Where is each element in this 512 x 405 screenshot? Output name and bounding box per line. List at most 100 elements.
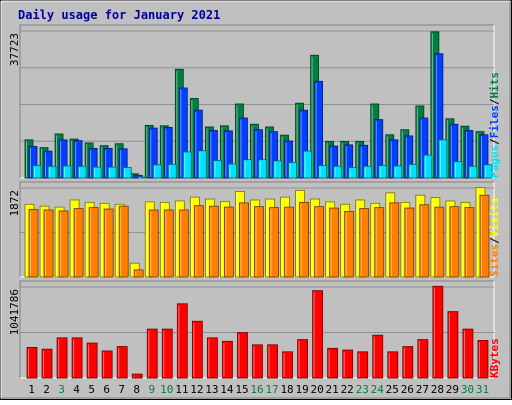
- day-label-10: 10: [160, 383, 173, 396]
- bar-sites-day-22: [344, 210, 355, 278]
- bar-sites-day-11: [178, 209, 189, 278]
- bar-kbytes-day-10: [161, 328, 173, 379]
- day-label-18: 18: [280, 383, 293, 396]
- bar-pages-day-27: [423, 154, 433, 179]
- bar-pages-day-1: [32, 165, 42, 179]
- bar-sites-day-8: [133, 269, 144, 278]
- day-label-30: 30: [461, 383, 474, 396]
- bar-pages-day-9: [152, 164, 162, 179]
- bar-sites-day-15: [239, 202, 249, 278]
- bar-kbytes-day-21: [327, 347, 339, 379]
- day-label-20: 20: [311, 383, 324, 396]
- bar-sites-day-16: [254, 206, 264, 278]
- bar-pages-day-14: [228, 163, 237, 179]
- legend-hits-files-pages: Pages/Files/Hits: [488, 72, 501, 178]
- bar-sites-day-30: [464, 207, 475, 278]
- bar-sites-day-17: [269, 207, 279, 278]
- bar-pages-day-11: [182, 151, 192, 179]
- day-label-13: 13: [205, 383, 218, 396]
- bar-pages-day-17: [273, 160, 282, 179]
- bar-sites-day-19: [299, 201, 309, 278]
- bar-sites-day-20: [314, 206, 325, 278]
- bar-pages-day-7: [122, 167, 132, 179]
- bar-pages-day-15: [243, 159, 252, 179]
- y-max-label: 1041786: [8, 289, 21, 335]
- bar-sites-day-1: [28, 209, 39, 278]
- bar-pages-day-20: [318, 165, 328, 179]
- legend-kbytes: KBytes: [488, 338, 501, 378]
- legend-sites: Sites: [488, 244, 501, 277]
- bar-pages-day-19: [303, 150, 312, 179]
- bar-kbytes-day-13: [206, 337, 218, 379]
- bar-kbytes-day-18: [282, 351, 293, 379]
- bar-sites-day-21: [329, 207, 340, 278]
- bar-sites-day-27: [419, 204, 430, 278]
- bar-pages-day-2: [47, 165, 57, 179]
- day-label-3: 3: [58, 383, 65, 396]
- y-max-label: 1872: [8, 190, 21, 217]
- bar-sites-day-12: [193, 205, 204, 278]
- day-label-11: 11: [175, 383, 188, 396]
- day-label-7: 7: [118, 383, 125, 396]
- bar-kbytes-day-9: [146, 328, 158, 379]
- bar-pages-day-4: [77, 165, 87, 179]
- day-label-14: 14: [220, 383, 234, 396]
- bar-pages-day-16: [258, 159, 267, 179]
- day-label-19: 19: [295, 383, 308, 396]
- bar-kbytes-day-27: [417, 339, 429, 379]
- day-label-9: 9: [148, 383, 155, 396]
- day-label-28: 28: [431, 383, 444, 396]
- bar-kbytes-day-11: [176, 303, 188, 379]
- legend-files: Files: [488, 105, 501, 138]
- bar-kbytes-day-6: [101, 350, 113, 379]
- day-label-16: 16: [250, 383, 263, 396]
- bar-kbytes-day-4: [71, 337, 83, 379]
- bar-pages-day-3: [62, 165, 72, 179]
- bar-kbytes-day-23: [357, 351, 369, 379]
- bar-kbytes-day-12: [191, 320, 203, 379]
- bar-pages-day-25: [393, 165, 403, 179]
- day-label-23: 23: [356, 383, 369, 396]
- bar-pages-day-12: [197, 150, 207, 179]
- bar-pages-day-21: [333, 165, 343, 179]
- bar-sites-day-3: [58, 210, 69, 278]
- bar-kbytes-day-5: [86, 342, 98, 379]
- bar-sites-day-18: [284, 206, 294, 278]
- legend-pages: Pages: [488, 145, 501, 178]
- bar-pages-day-22: [348, 167, 358, 179]
- bar-pages-day-31: [483, 164, 493, 179]
- day-label-12: 12: [190, 383, 203, 396]
- bar-pages-day-30: [468, 165, 478, 179]
- bar-pages-day-29: [453, 161, 463, 179]
- day-label-2: 2: [43, 383, 50, 396]
- legend-visits-sites: Sites/Visits: [488, 198, 501, 278]
- bar-sites-day-4: [73, 208, 84, 278]
- day-label-26: 26: [401, 383, 414, 396]
- bar-kbytes-day-7: [116, 346, 128, 379]
- legend-visits: Visits: [488, 198, 501, 238]
- bar-sites-day-9: [148, 209, 159, 278]
- bar-pages-day-28: [438, 139, 448, 179]
- day-label-27: 27: [416, 383, 429, 396]
- bar-pages-day-5: [92, 166, 102, 179]
- bar-kbytes-day-25: [387, 351, 399, 379]
- bar-kbytes-day-1: [26, 347, 38, 379]
- bar-sites-day-26: [404, 207, 415, 278]
- bar-sites-day-13: [208, 205, 219, 278]
- bar-pages-day-10: [167, 163, 177, 179]
- bar-pages-day-13: [212, 160, 222, 179]
- day-labels: 1 2 3 4 5 6 7 8 9 10 11 12 13 14 15 16 17 18 19 20 21 22 23 24 2…: [28, 383, 489, 396]
- bar-pages-day-6: [107, 166, 117, 179]
- bar-pages-day-8: [137, 176, 147, 179]
- bar-pages-day-23: [363, 165, 373, 179]
- bar-kbytes-day-8: [131, 373, 143, 379]
- day-label-1: 1: [28, 383, 35, 396]
- day-label-31: 31: [476, 383, 489, 396]
- bar-kbytes-day-16: [252, 344, 263, 379]
- day-label-24: 24: [371, 383, 385, 396]
- panel-kbytes: 1041786 KBytes: [8, 280, 501, 379]
- legend-kbytes: KBytes: [488, 338, 501, 378]
- bar-kbytes-day-31: [477, 340, 489, 379]
- day-label-25: 25: [386, 383, 399, 396]
